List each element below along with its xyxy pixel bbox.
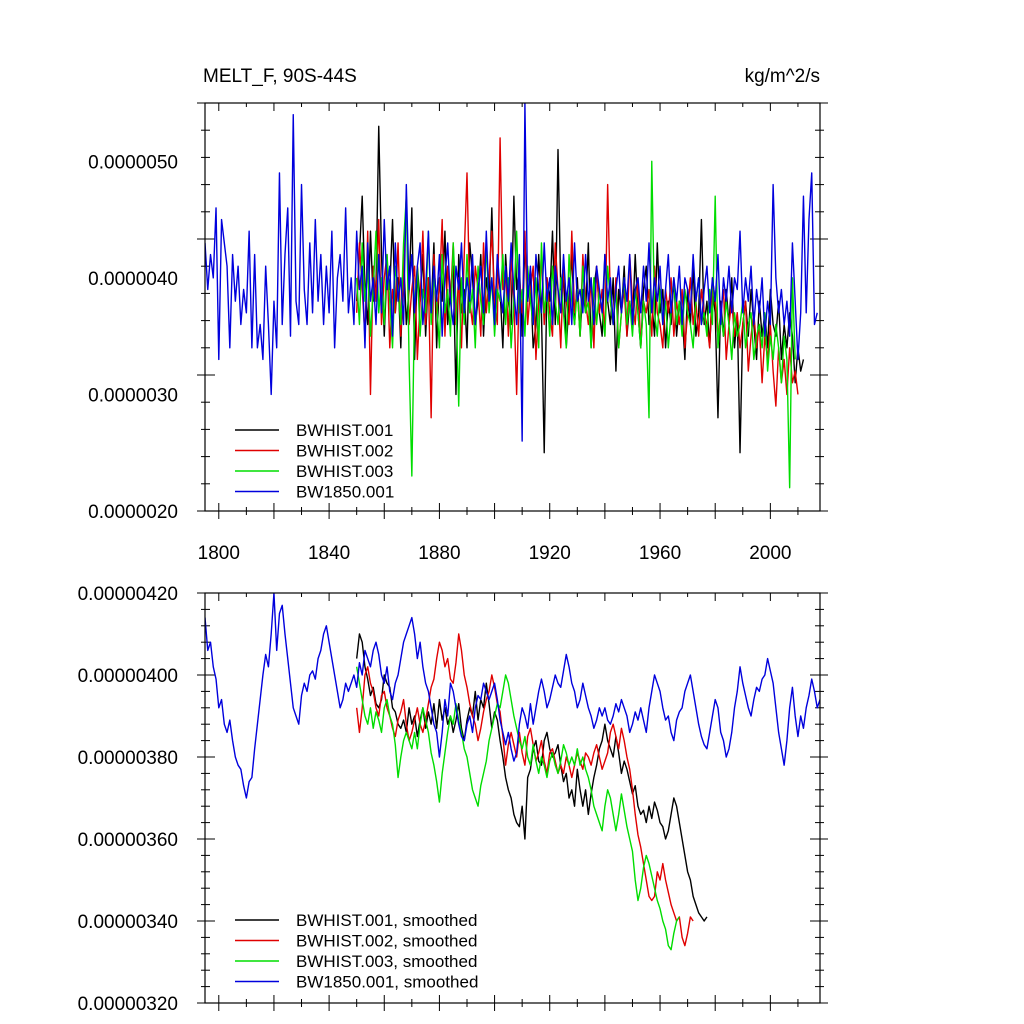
y-tick-label: 0.00000400 [78,666,178,687]
y-tick-label: 0.00000360 [78,830,178,851]
series-line-1 [355,633,694,947]
series-line-3 [205,103,818,442]
top-panel-units: kg/m^2/s [745,66,820,87]
top-panel: MELT_F, 90S-44S kg/m^2/s 1800 1840 1880 192… [88,66,828,564]
top-panel-title: MELT_F, 90S-44S [203,66,357,87]
y-tick-label: 0.00000420 [78,584,178,605]
x-tick-label: 2000 [749,543,791,564]
x-tick-label: 1880 [418,543,460,564]
y-tick-label: 0.0000020 [88,502,178,523]
top-panel-frame [204,102,821,512]
y-tick-label: 0.00000340 [78,912,178,933]
legend-label: BWHIST.003, smoothed [296,952,477,971]
legend-label: BWHIST.001 [296,421,393,440]
bottom-panel-series [205,593,820,951]
y-tick-label: 0.0000030 [88,385,178,406]
legend-label: BW1850.001, smoothed [296,973,478,992]
y-tick-label: 0.0000050 [88,152,178,173]
legend-label: BWHIST.003 [296,462,393,481]
y-tick-label: 0.0000040 [88,269,178,290]
legend-label: BW1850.001 [296,483,394,502]
x-tick-label: 1960 [639,543,681,564]
x-tick-label: 1840 [308,543,350,564]
legend-label: BWHIST.001, smoothed [296,911,477,930]
top-panel-series [205,103,818,489]
legend-label: BWHIST.002, smoothed [296,932,477,951]
bottom-panel-frame [204,592,821,1004]
bottom-panel-ticks: 0.00000320 0.00000340 0.00000360 0.00000380… [78,584,828,1015]
series-line-3 [205,593,820,799]
bottom-panel-legend: BWHIST.001, smoothed BWHIST.002, smoothed… [235,911,478,992]
x-tick-label: 1920 [529,543,571,564]
bottom-panel: 0.00000320 0.00000340 0.00000360 0.00000380… [78,584,828,1015]
y-tick-label: 0.00000320 [78,994,178,1015]
legend-label: BWHIST.002 [296,442,393,461]
y-tick-label: 0.00000380 [78,748,178,769]
x-tick-label: 1800 [198,543,240,564]
